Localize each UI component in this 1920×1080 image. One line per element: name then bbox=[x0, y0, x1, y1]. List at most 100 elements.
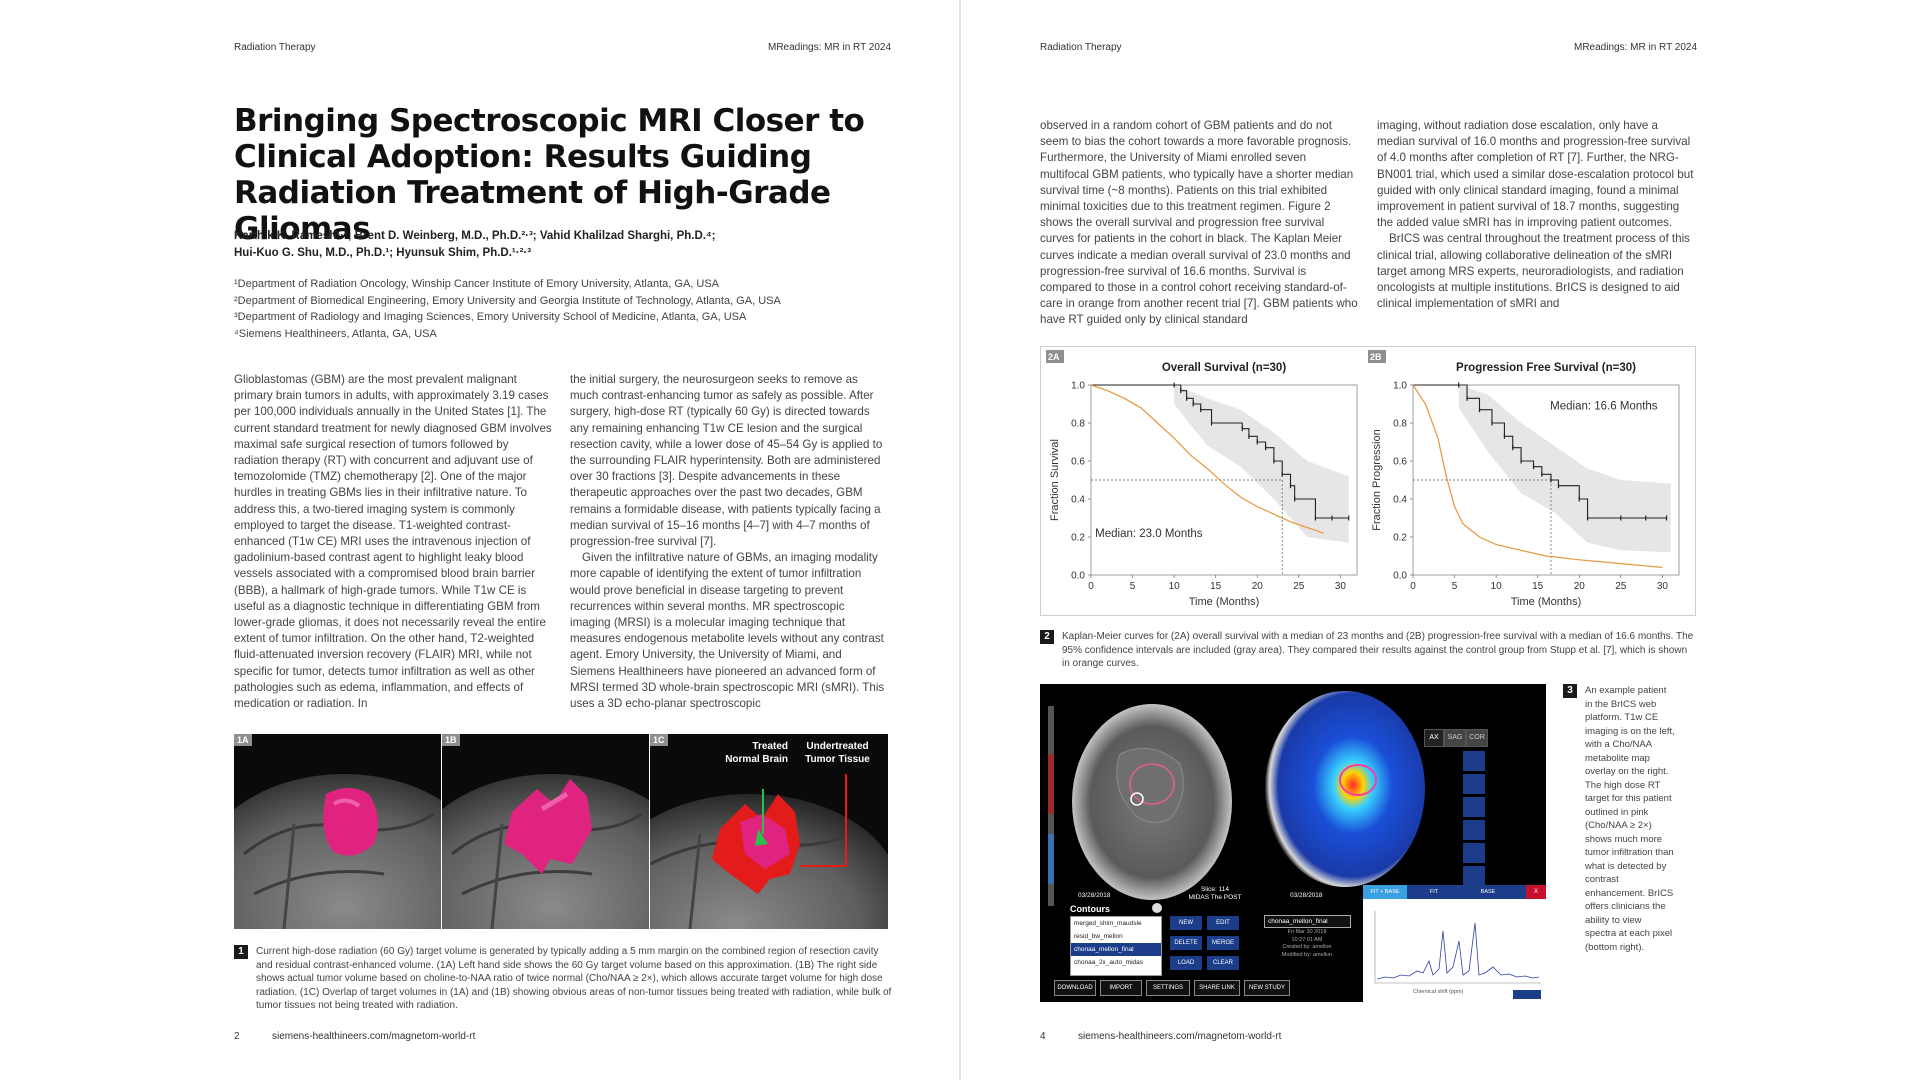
km-curve-study bbox=[1413, 384, 1667, 519]
panel-label: 1B bbox=[442, 734, 460, 746]
footer-url[interactable]: siemens-healthineers.com/magnetom-world-… bbox=[1078, 1031, 1282, 1042]
page-spine bbox=[959, 0, 961, 1080]
spectrum-close-button[interactable]: X bbox=[1526, 885, 1546, 899]
contour-item[interactable]: chonaa_2x_auto_midas bbox=[1074, 959, 1144, 966]
x-tick-label: 20 bbox=[1574, 581, 1586, 592]
authors-line: Karthik K. Ramesh¹·²; Brent D. Weinberg,… bbox=[234, 230, 716, 242]
page-number: 2 bbox=[234, 1031, 240, 1042]
y-tick-label: 0.6 bbox=[1071, 457, 1085, 468]
y-tick-label: 0.4 bbox=[1393, 495, 1407, 506]
contour-clear-button[interactable]: CLEAR bbox=[1207, 956, 1239, 970]
x-axis-label: Time (Months) bbox=[1511, 596, 1582, 608]
km-curve-study bbox=[1091, 384, 1349, 519]
right-header-section: Radiation Therapy bbox=[1040, 42, 1122, 53]
x-tick-label: 25 bbox=[1615, 581, 1627, 592]
waveform-icon[interactable] bbox=[1463, 774, 1485, 794]
y-tick-label: 0.8 bbox=[1393, 419, 1407, 430]
left-header-section: Radiation Therapy bbox=[234, 42, 316, 53]
left-header-journal: MReadings: MR in RT 2024 bbox=[768, 42, 892, 53]
right-header-journal: MReadings: MR in RT 2024 bbox=[1574, 42, 1698, 53]
spectrum-action-button[interactable] bbox=[1513, 990, 1541, 999]
contour-new-button[interactable]: NEW bbox=[1170, 916, 1202, 930]
left-body-column-1: Glioblastomas (GBM) are the most prevale… bbox=[234, 372, 552, 712]
mri-brain-image bbox=[234, 774, 441, 929]
share-icon[interactable] bbox=[1463, 843, 1485, 863]
spectrum-tab-fit-base[interactable]: FIT + BASE bbox=[1363, 885, 1407, 899]
x-tick-label: 5 bbox=[1452, 581, 1458, 592]
affiliation: ³Department of Radiology and Imaging Sci… bbox=[234, 311, 747, 323]
km-chart-svg: 2A Overall Survival (n=30) 0 5 10 15 20 25 30 0.0… bbox=[1046, 350, 1680, 608]
y-axis-label: Fraction Survival bbox=[1049, 439, 1061, 521]
spectrum-tab-fit[interactable]: FIT bbox=[1429, 889, 1439, 895]
panel-label: 2B bbox=[1370, 352, 1382, 362]
y-tick-label: 0.0 bbox=[1071, 571, 1085, 582]
mri-brain-overlap-image bbox=[650, 774, 888, 929]
x-tick-label: 5 bbox=[1130, 581, 1136, 592]
label-undertreated-tumor: Undertreated Tumor Tissue bbox=[805, 741, 870, 765]
share-link-button[interactable]: SHARE LINK bbox=[1194, 980, 1240, 996]
contour-item[interactable]: resid_bw_mellon bbox=[1074, 933, 1123, 940]
left-page: Radiation Therapy MReadings: MR in RT 20… bbox=[0, 0, 959, 1080]
chart-title: Overall Survival (n=30) bbox=[1162, 362, 1286, 374]
settings-button[interactable]: SETTINGS bbox=[1146, 980, 1190, 996]
slice-info: Slice: 114 MIDAS The POST bbox=[1188, 886, 1242, 901]
panel-label: 1A bbox=[234, 734, 252, 746]
panel-label: 1C bbox=[650, 734, 668, 746]
contour-item-selected[interactable]: chonaa_mellon_final bbox=[1071, 943, 1161, 956]
layers-icon[interactable] bbox=[1463, 751, 1485, 771]
paragraph: the initial surgery, the neurosurgeon se… bbox=[570, 373, 883, 549]
caption-text: Kaplan-Meier curves for (2A) overall sur… bbox=[1062, 631, 1694, 669]
confidence-band bbox=[1458, 385, 1671, 553]
contour-delete-button[interactable]: DELETE bbox=[1170, 936, 1202, 950]
figure-number: 1 bbox=[234, 945, 248, 959]
view-button-sag[interactable]: SAG bbox=[1444, 729, 1466, 747]
spectrum-tab-bar bbox=[1363, 885, 1546, 899]
new-study-button[interactable]: NEW STUDY bbox=[1244, 980, 1290, 996]
view-button-cor[interactable]: COR bbox=[1466, 729, 1488, 747]
footer-url[interactable]: siemens-healthineers.com/magnetom-world-… bbox=[272, 1031, 476, 1042]
paragraph: imaging, without radiation dose escalati… bbox=[1377, 119, 1694, 230]
pencil-icon[interactable] bbox=[1463, 820, 1485, 840]
view-button-ax[interactable]: AX bbox=[1424, 729, 1444, 747]
affiliations: ¹Department of Radiation Oncology, Winsh… bbox=[234, 276, 874, 342]
affiliation: ²Department of Biomedical Engineering, E… bbox=[234, 294, 781, 307]
figure-number: 3 bbox=[1563, 684, 1577, 698]
contour-item[interactable]: merged_shim_maudsle bbox=[1074, 920, 1142, 927]
spectrum-tab-base[interactable]: BASE bbox=[1480, 889, 1496, 895]
median-annotation: Median: 23.0 Months bbox=[1095, 528, 1203, 540]
mri-brain-image bbox=[442, 774, 649, 929]
palette-icon[interactable] bbox=[1152, 903, 1162, 913]
chart-title: Progression Free Survival (n=30) bbox=[1456, 362, 1636, 374]
contour-load-button[interactable]: LOAD bbox=[1170, 956, 1202, 970]
spectrum-x-axis-label: Chemical shift (ppm) bbox=[1413, 989, 1464, 995]
figure-number: 2 bbox=[1040, 630, 1054, 644]
download-button[interactable]: DOWNLOAD bbox=[1054, 980, 1096, 996]
x-tick-label: 10 bbox=[1491, 581, 1503, 592]
brics-web-platform: AX SAG COR 03/28/2018 Slice: 114 MIDAS T… bbox=[1040, 684, 1546, 1002]
authors: Karthik K. Ramesh¹·²; Brent D. Weinberg,… bbox=[234, 228, 834, 262]
median-annotation: Median: 16.6 Months bbox=[1550, 401, 1658, 413]
y-tick-label: 0.8 bbox=[1071, 419, 1085, 430]
panel-toggle-icon[interactable] bbox=[1463, 866, 1485, 886]
affiliation: ⁴Siemens Healthineers, Atlanta, GA, USA bbox=[234, 327, 437, 340]
contour-list: merged_shim_maudsle resid_bw_mellon chon… bbox=[1070, 916, 1162, 976]
authors-line: Hui-Kuo G. Shu, M.D., Ph.D.¹; Hyunsuk Sh… bbox=[234, 247, 532, 259]
km-curve-control bbox=[1090, 384, 1324, 534]
contours-title: Contours bbox=[1070, 904, 1110, 914]
right-body-column-1: observed in a random cohort of GBM patie… bbox=[1040, 118, 1358, 329]
scan-date-right: 03/28/2018 bbox=[1290, 892, 1323, 899]
x-tick-label: 25 bbox=[1293, 581, 1305, 592]
x-tick-label: 20 bbox=[1252, 581, 1264, 592]
figure-2-charts: 2A Overall Survival (n=30) 0 5 10 15 20 25 30 0.0… bbox=[1040, 346, 1696, 616]
right-body-column-2: imaging, without radiation dose escalati… bbox=[1377, 118, 1695, 312]
import-button[interactable]: IMPORT bbox=[1100, 980, 1142, 996]
y-axis-label: Fraction Progression bbox=[1371, 429, 1383, 531]
x-tick-label: 15 bbox=[1210, 581, 1222, 592]
paragraph: observed in a random cohort of GBM patie… bbox=[1040, 119, 1358, 327]
figure-1-caption: 1 Current high-dose radiation (60 Gy) ta… bbox=[234, 945, 894, 1013]
contour-edit-button[interactable]: EDIT bbox=[1207, 916, 1239, 930]
caption-text: Current high-dose radiation (60 Gy) targ… bbox=[256, 946, 892, 1011]
paragraph: Given the infiltrative nature of GBMs, a… bbox=[570, 551, 885, 711]
contour-merge-button[interactable]: MERGE bbox=[1207, 936, 1239, 950]
sliders-icon[interactable] bbox=[1463, 797, 1485, 817]
